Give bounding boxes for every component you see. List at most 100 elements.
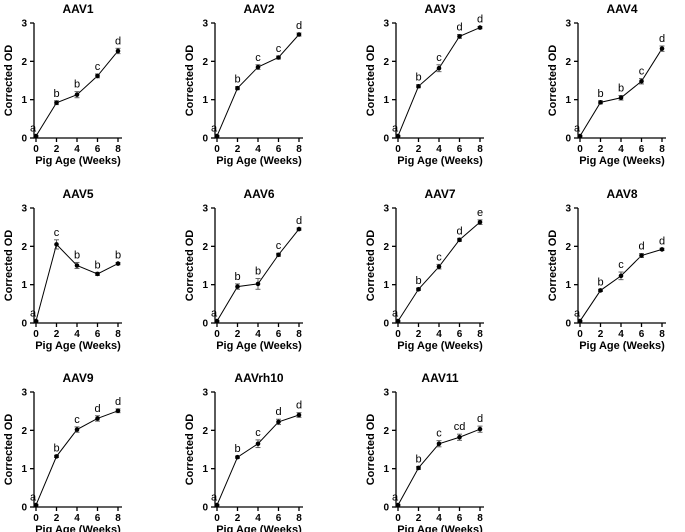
x-tick-label: 4 — [74, 513, 80, 524]
y-tick-label: 2 — [21, 426, 27, 437]
y-tick-label: 2 — [202, 242, 208, 253]
y-tick-label: 3 — [383, 204, 389, 215]
data-point — [395, 502, 401, 508]
data-point — [618, 273, 624, 279]
x-tick-label: 6 — [276, 513, 282, 524]
data-point — [296, 412, 302, 418]
data-point — [416, 465, 421, 471]
significance-letter: b — [415, 453, 421, 465]
significance-letter: c — [74, 414, 80, 426]
significance-letter: c — [639, 66, 645, 78]
y-tick-label: 2 — [21, 242, 27, 253]
significance-letter: a — [211, 491, 218, 503]
data-point — [477, 219, 483, 225]
y-tick-label: 2 — [383, 57, 389, 68]
significance-letter: a — [392, 307, 399, 319]
y-axis-label: Corrected OD — [365, 414, 377, 486]
significance-letter: b — [255, 266, 261, 278]
y-tick-label: 1 — [21, 464, 27, 475]
data-point — [74, 263, 80, 268]
data-point — [95, 271, 100, 277]
data-point — [276, 419, 281, 425]
y-tick-label: 3 — [21, 204, 27, 215]
y-tick-label: 0 — [383, 503, 389, 514]
data-point — [235, 284, 240, 289]
y-axis-label: Corrected OD — [547, 230, 559, 302]
data-point — [115, 48, 121, 54]
y-tick-label: 2 — [565, 242, 571, 253]
panel-title: AAV7 — [424, 187, 455, 201]
y-tick-label: 1 — [202, 280, 208, 291]
y-tick-label: 0 — [565, 319, 571, 330]
significance-letter: c — [255, 52, 261, 64]
x-tick-label: 2 — [416, 329, 422, 340]
x-tick-label: 2 — [235, 144, 241, 155]
x-tick-label: 8 — [296, 513, 302, 524]
significance-letter: a — [392, 122, 399, 134]
x-tick-label: 0 — [33, 513, 39, 524]
significance-letter: c — [618, 259, 624, 271]
data-point — [115, 408, 121, 414]
significance-letter: d — [659, 235, 665, 247]
data-point — [214, 318, 220, 324]
x-tick-label: 0 — [395, 513, 401, 524]
x-axis-label: Pig Age (Weeks) — [397, 340, 483, 352]
data-point — [457, 237, 462, 243]
x-tick-label: 8 — [115, 144, 121, 155]
x-tick-label: 4 — [436, 513, 442, 524]
x-tick-label: 6 — [457, 513, 463, 524]
y-axis-label: Corrected OD — [184, 45, 196, 117]
y-axis-label: Corrected OD — [3, 414, 15, 486]
data-point — [416, 83, 421, 89]
panel-title: AAV6 — [243, 187, 274, 201]
significance-letter: e — [477, 207, 483, 219]
y-axis-label: Corrected OD — [184, 414, 196, 486]
x-tick-label: 4 — [255, 329, 261, 340]
x-tick-label: 8 — [115, 513, 121, 524]
data-point — [598, 100, 603, 105]
x-axis-label: Pig Age (Weeks) — [579, 155, 665, 167]
significance-letter: c — [436, 251, 442, 263]
data-point — [214, 502, 220, 508]
y-axis-label: Corrected OD — [184, 230, 196, 302]
data-point — [477, 25, 483, 30]
y-tick-label: 0 — [565, 134, 571, 145]
x-tick-label: 2 — [235, 329, 241, 340]
significance-letter: a — [30, 491, 37, 503]
x-tick-label: 6 — [639, 329, 645, 340]
significance-letter: d — [296, 400, 302, 412]
significance-letter: a — [211, 307, 218, 319]
x-tick-label: 6 — [95, 144, 101, 155]
y-tick-label: 3 — [565, 19, 571, 30]
x-axis-label: Pig Age (Weeks) — [35, 524, 121, 532]
x-tick-label: 0 — [577, 144, 583, 155]
x-tick-label: 2 — [54, 513, 60, 524]
significance-letter: c — [276, 43, 282, 55]
data-point — [436, 441, 442, 447]
significance-letter: b — [234, 74, 240, 86]
significance-letter: b — [53, 88, 59, 100]
y-tick-label: 3 — [383, 19, 389, 30]
x-tick-label: 4 — [255, 144, 261, 155]
x-tick-label: 0 — [214, 144, 220, 155]
data-point — [395, 318, 401, 324]
y-tick-label: 1 — [202, 95, 208, 106]
panel-title: AAVrh10 — [234, 371, 283, 385]
significance-letter: c — [276, 240, 282, 252]
significance-letter: a — [30, 307, 37, 319]
y-axis-label: Corrected OD — [365, 230, 377, 302]
significance-letter: b — [234, 443, 240, 455]
y-tick-label: 1 — [202, 464, 208, 475]
significance-letter: a — [30, 122, 37, 134]
y-tick-label: 2 — [383, 426, 389, 437]
x-tick-label: 6 — [457, 329, 463, 340]
y-tick-label: 2 — [383, 242, 389, 253]
x-tick-label: 6 — [95, 329, 101, 340]
data-point — [477, 426, 483, 432]
panel-title: AAV11 — [421, 371, 458, 385]
data-point — [395, 133, 401, 139]
